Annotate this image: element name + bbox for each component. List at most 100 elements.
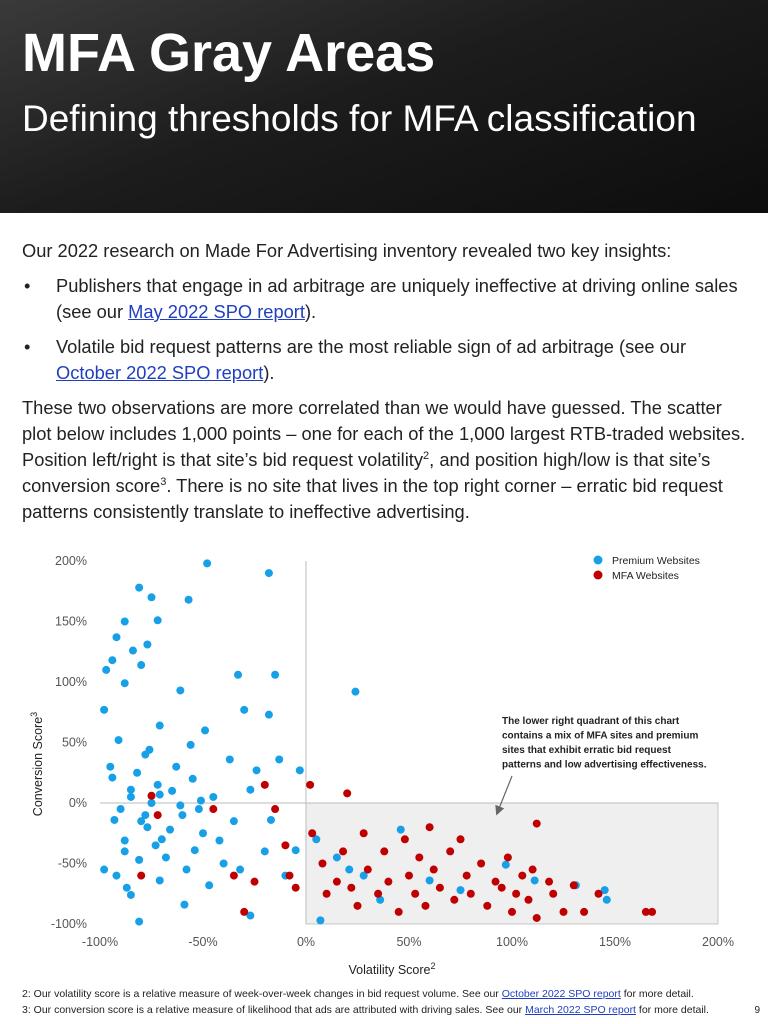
- point: [415, 853, 424, 862]
- point: [155, 721, 164, 730]
- point: [157, 835, 166, 844]
- point: [483, 901, 492, 910]
- title: MFA Gray Areas: [22, 23, 436, 83]
- point: [209, 792, 218, 801]
- link[interactable]: October 2022 SPO report: [501, 988, 621, 1000]
- point: [545, 877, 554, 886]
- point: [236, 865, 245, 874]
- point: [126, 785, 135, 794]
- point: [477, 859, 486, 868]
- point: [600, 886, 609, 895]
- point: [318, 859, 327, 868]
- link[interactable]: March 2022 SPO report: [525, 1004, 636, 1016]
- point: [100, 865, 109, 874]
- point: [425, 876, 434, 885]
- annotation: sites that exhibit erratic bid request: [502, 745, 672, 756]
- x-tick-label: 200%: [702, 935, 734, 949]
- header: MFA Gray Areas Defining thresholds for M…: [0, 0, 768, 213]
- point: [203, 559, 212, 568]
- point: [108, 656, 117, 665]
- point: [456, 886, 465, 895]
- point: [559, 907, 568, 916]
- text: 2: Our volatility score is a relative me…: [22, 988, 502, 1000]
- point: [512, 889, 521, 898]
- point: [508, 907, 516, 916]
- scatter-chart: -100% -50% 0% 50% 100% 150% 200% -100% -50% 0% 50%…: [29, 554, 734, 977]
- point: [322, 889, 331, 898]
- text: Volatile bid request patterns are the mo…: [56, 336, 687, 357]
- point: [126, 792, 135, 801]
- point: [155, 790, 164, 799]
- y-tick-label: -50%: [58, 857, 87, 871]
- point: [166, 825, 175, 834]
- point: [116, 805, 125, 814]
- point: [120, 679, 129, 688]
- text: 3: Our conversion score is a relative me…: [22, 1004, 526, 1016]
- point: [135, 583, 144, 592]
- text: for more detail.: [620, 988, 694, 1000]
- point: [266, 815, 275, 824]
- point: [201, 726, 210, 735]
- point: [264, 569, 273, 578]
- y-tick-label: 100%: [55, 675, 87, 689]
- point: [246, 911, 255, 920]
- point: [194, 805, 203, 814]
- point: [594, 889, 603, 898]
- annotation: patterns and low advertising effectivene…: [502, 760, 707, 771]
- text: Volatility Score: [349, 963, 431, 977]
- footnote-ref: 3: [160, 475, 167, 488]
- point: [137, 817, 146, 826]
- point: [532, 913, 541, 922]
- body-text: Our 2022 research on Made For Advertisin…: [22, 238, 748, 534]
- point: [219, 859, 228, 868]
- point: [102, 665, 111, 674]
- point: [246, 785, 255, 794]
- point: [141, 750, 150, 759]
- point: [648, 907, 657, 916]
- x-axis-title: Volatility Score2: [349, 961, 436, 977]
- point: [205, 881, 214, 890]
- point: [106, 762, 115, 771]
- point: [172, 762, 181, 771]
- point: [456, 835, 465, 844]
- link[interactable]: May 2022 SPO report: [128, 301, 305, 322]
- legend-label: MFA Websites: [612, 570, 679, 582]
- point: [275, 755, 284, 764]
- point: [260, 847, 269, 856]
- paragraph: These two observations are more correlat…: [22, 395, 748, 525]
- point: [421, 901, 430, 910]
- point: [199, 829, 207, 838]
- link[interactable]: October 2022 SPO report: [56, 362, 264, 383]
- point: [503, 853, 512, 862]
- y-tick-label: 150%: [55, 615, 87, 629]
- point: [184, 595, 193, 604]
- point: [549, 889, 558, 898]
- x-tick-label: 100%: [496, 935, 528, 949]
- y-tick-label: 200%: [55, 554, 87, 568]
- point: [108, 773, 117, 782]
- point: [225, 755, 234, 764]
- legend-swatch: [593, 570, 603, 580]
- legend-label: Premium Websites: [612, 555, 700, 567]
- point: [137, 871, 146, 880]
- point: [114, 736, 123, 745]
- text: ).: [304, 301, 317, 322]
- x-tick-label: 0%: [297, 935, 315, 949]
- point: [429, 865, 438, 874]
- footnote-ref: 2: [423, 449, 430, 462]
- point: [281, 841, 290, 850]
- page-number: 9: [754, 1005, 760, 1016]
- point: [229, 817, 238, 826]
- point: [143, 640, 152, 649]
- point: [285, 871, 294, 880]
- point: [147, 799, 156, 807]
- point: [178, 811, 187, 820]
- point: [405, 871, 413, 880]
- point: [135, 917, 144, 926]
- annotation: The lower right quadrant of this chart: [502, 716, 680, 727]
- sup: 2: [430, 961, 435, 971]
- point: [100, 705, 109, 714]
- point: [147, 791, 156, 800]
- point: [376, 895, 385, 904]
- point: [332, 853, 341, 862]
